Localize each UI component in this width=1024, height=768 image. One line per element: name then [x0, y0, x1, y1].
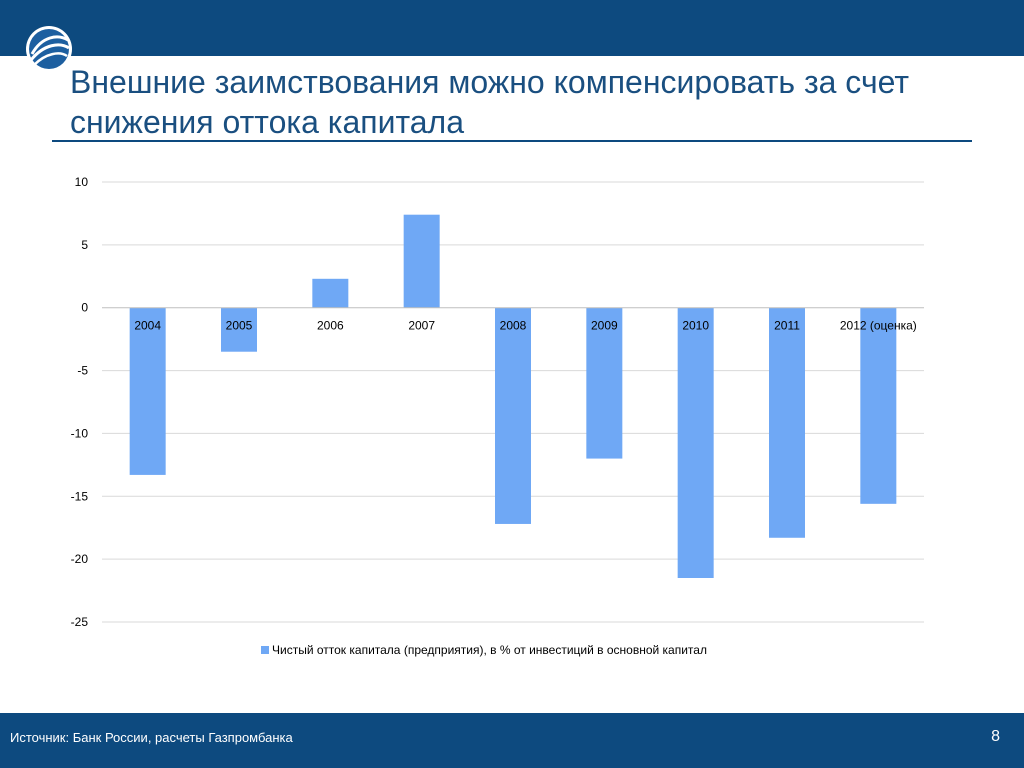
x-tick-label: 2006: [317, 319, 344, 333]
x-tick-label: 2010: [682, 319, 709, 333]
x-tick-label: 2008: [500, 319, 527, 333]
bar: [586, 307, 623, 459]
slide-title: Внешние заимствования можно компенсирова…: [70, 64, 909, 140]
bar: [129, 307, 166, 475]
bar: [860, 307, 897, 504]
legend-swatch: [261, 646, 269, 654]
y-tick-label: 10: [75, 175, 89, 189]
y-tick-label: -25: [71, 615, 89, 629]
bar: [677, 307, 714, 578]
y-tick-label: -5: [77, 364, 88, 378]
x-tick-label: 2012 (оценка): [840, 319, 917, 333]
footer-band: [0, 713, 1024, 768]
page-number: 8: [991, 728, 1000, 745]
title-divider: [52, 140, 972, 142]
y-tick-label: -15: [71, 489, 89, 503]
source-note: Источник: Банк России, расчеты Газпромба…: [10, 730, 293, 745]
x-tick-label: 2007: [408, 319, 435, 333]
x-tick-label: 2011: [774, 319, 800, 333]
x-tick-label: 2004: [134, 319, 161, 333]
company-logo: [26, 26, 72, 72]
header-band: [0, 0, 1024, 56]
x-tick-label: 2005: [226, 319, 253, 333]
y-tick-label: 5: [81, 238, 88, 252]
bar: [769, 307, 805, 538]
bar: [403, 214, 440, 308]
bar: [495, 307, 531, 524]
y-tick-label: 0: [81, 301, 88, 315]
y-tick-label: -10: [71, 426, 89, 440]
bar: [221, 307, 257, 352]
y-tick-label: -20: [71, 552, 89, 566]
bar: [312, 278, 349, 308]
capital-outflow-chart: 2004 2005 2006 2007 2008 2009 2010 2011 2012 (оц…: [71, 175, 924, 657]
legend-label: Чистый отток капитала (предприятия), в %…: [272, 643, 707, 657]
x-tick-label: 2009: [591, 319, 618, 333]
